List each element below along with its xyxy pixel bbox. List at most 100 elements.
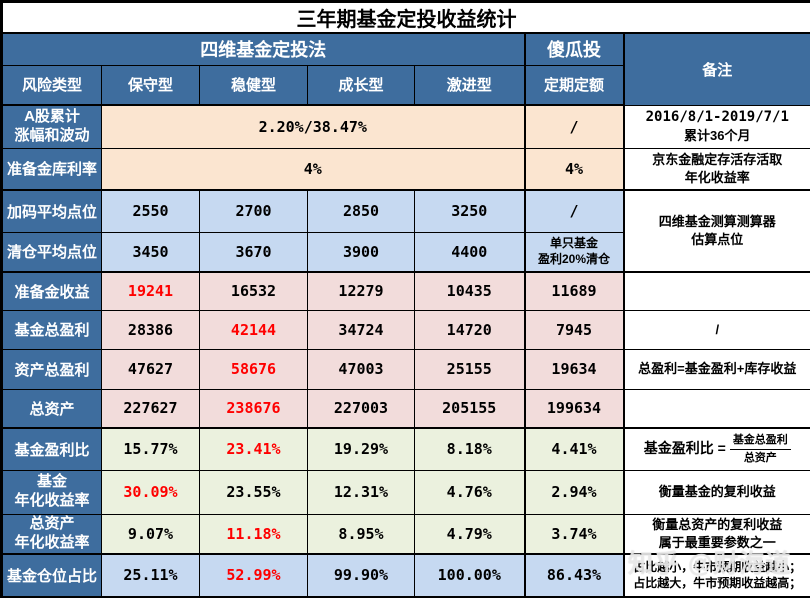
remark-cell: 衡量基金的复利收益 <box>622 469 810 515</box>
table-row-reserve-income: 准备金收益 19241 16532 12279 10435 11689 <box>1 271 810 311</box>
data-cell: 42144 <box>199 309 308 350</box>
data-cell: 4.76% <box>414 469 525 515</box>
data-cell: 3.74% <box>523 513 624 555</box>
remark-cell: / <box>622 309 810 350</box>
data-cell: 10435 <box>414 271 525 311</box>
row-label-clear-point: 清仓平均点位 <box>1 231 102 273</box>
data-cell: 47627 <box>101 348 200 390</box>
data-cell: 4% <box>523 147 624 191</box>
remark-cell: 衡量总资产的复利收益 属于最重要参数之一 <box>622 513 810 555</box>
table-row-clear-point: 清仓平均点位 3450 3670 3900 4400 单只基金 盈利20%清仓 <box>1 231 810 273</box>
header-steady: 稳健型 <box>199 64 308 106</box>
data-cell: 100.00% <box>414 553 525 598</box>
data-cell: 9.07% <box>101 513 200 555</box>
data-cell: 3450 <box>101 231 200 273</box>
table-row-position-ratio: 基金仓位占比 25.11% 52.99% 99.90% 100.00% 86.4… <box>1 553 810 598</box>
header-remark: 备注 <box>622 32 810 106</box>
table-row-fund-profit: 基金总盈利 28386 42144 34724 14720 7945 / <box>1 309 810 350</box>
fraction: 基金总盈利 总资产 <box>729 433 791 466</box>
data-cell: 11.18% <box>199 513 308 555</box>
header-method-group: 四维基金定投法 <box>1 32 525 66</box>
data-cell: 8.18% <box>414 427 525 471</box>
data-cell: 58676 <box>199 348 308 390</box>
data-cell: 11689 <box>523 271 624 311</box>
row-label-fund-profit: 基金总盈利 <box>1 309 102 350</box>
header-group-row: 四维基金定投法 傻瓜投 备注 <box>1 32 810 106</box>
data-cell: 7945 <box>523 309 624 350</box>
data-cell: 2550 <box>101 189 200 233</box>
data-cell: 4400 <box>414 231 525 273</box>
data-cell: 238676 <box>199 388 308 429</box>
data-cell: 2.20%/38.47% <box>101 104 525 149</box>
title-row: 三年期基金定投收益统计 <box>0 1 810 34</box>
row-label-asset-profit: 资产总盈利 <box>1 348 102 390</box>
data-cell: 19.29% <box>307 427 415 471</box>
data-cell: 12.31% <box>307 469 415 515</box>
row-label-reserve-income: 准备金收益 <box>1 271 102 311</box>
header-columns-row: 风险类型 保守型 稳健型 成长型 激进型 定期定额 <box>1 64 810 106</box>
row-label-add-point: 加码平均点位 <box>1 189 102 233</box>
header-fool-group: 傻瓜投 <box>523 32 624 66</box>
data-cell: 12279 <box>307 271 415 311</box>
data-cell: 23.55% <box>199 469 308 515</box>
data-cell: 14720 <box>414 309 525 350</box>
data-cell: 23.41% <box>199 427 308 471</box>
data-cell: 单只基金 盈利20%清仓 <box>523 231 624 273</box>
data-cell: 19241 <box>101 271 200 311</box>
data-cell: 199634 <box>523 388 624 429</box>
data-cell: 227627 <box>101 388 200 429</box>
remark-cell: 占比越小，牛市预期收益越小； 占比越大，牛市预期收益越高； <box>622 553 810 598</box>
data-cell: 4.41% <box>523 427 624 471</box>
table-row-a-share: A股累计 涨幅和波动 2.20%/38.47% / 2016/8/1-2019/… <box>1 104 810 149</box>
row-label-asset-annual: 总资产 年化收益率 <box>1 513 102 555</box>
data-cell: 16532 <box>199 271 308 311</box>
data-cell: 2850 <box>307 189 415 233</box>
data-cell: 25.11% <box>101 553 200 598</box>
data-cell: 99.90% <box>307 553 415 598</box>
row-label-profit-ratio: 基金盈利比 <box>1 427 102 471</box>
data-cell: 3900 <box>307 231 415 273</box>
row-label-fund-annual: 基金 年化收益率 <box>1 469 102 515</box>
header-growth: 成长型 <box>307 64 415 106</box>
data-cell: 47003 <box>307 348 415 390</box>
data-cell: 8.95% <box>307 513 415 555</box>
table-row-fund-annual: 基金 年化收益率 30.09% 23.55% 12.31% 4.76% 2.94… <box>1 469 810 515</box>
data-cell: 227003 <box>307 388 415 429</box>
header-aggressive: 激进型 <box>414 64 525 106</box>
remark-cell: 2016/8/1-2019/7/1 累计36个月 <box>622 104 810 149</box>
data-cell: 30.09% <box>101 469 200 515</box>
header-risk-type: 风险类型 <box>1 64 102 106</box>
row-label-reserve-rate: 准备金库利率 <box>1 147 102 191</box>
data-cell: 52.99% <box>199 553 308 598</box>
data-cell: 205155 <box>414 388 525 429</box>
data-cell: 28386 <box>101 309 200 350</box>
table-row-total-asset: 总资产 227627 238676 227003 205155 199634 <box>1 388 810 429</box>
header-conservative: 保守型 <box>101 64 200 106</box>
remark-cell: 京东金融定存活存活取 年化收益率 <box>622 147 810 191</box>
data-cell: 25155 <box>414 348 525 390</box>
data-cell: 2.94% <box>523 469 624 515</box>
data-cell: 4.79% <box>414 513 525 555</box>
data-cell: 3250 <box>414 189 525 233</box>
remark-cell: 四维基金测算测算器 估算点位 <box>622 189 810 273</box>
row-label-position-ratio: 基金仓位占比 <box>1 553 102 598</box>
remark-cell <box>622 388 810 429</box>
table-row-add-point: 加码平均点位 2550 2700 2850 3250 / 四维基金测算测算器 估… <box>1 189 810 273</box>
remark-formula-cell: 基金盈利比 = 基金总盈利 总资产 <box>622 427 810 471</box>
data-cell: 86.43% <box>523 553 624 598</box>
row-label-a-share: A股累计 涨幅和波动 <box>1 104 102 149</box>
table-row-reserve-rate: 准备金库利率 4% 4% 京东金融定存活存活取 年化收益率 <box>1 147 810 191</box>
data-cell: 15.77% <box>101 427 200 471</box>
table-row-asset-annual: 总资产 年化收益率 9.07% 11.18% 8.95% 4.79% 3.74%… <box>1 513 810 555</box>
data-cell: 34724 <box>307 309 415 350</box>
data-cell: 19634 <box>523 348 624 390</box>
page-title: 三年期基金定投收益统计 <box>0 1 810 34</box>
row-label-total-asset: 总资产 <box>1 388 102 429</box>
data-cell: / <box>523 104 624 149</box>
table-row-profit-ratio: 基金盈利比 15.77% 23.41% 19.29% 8.18% 4.41% 基… <box>1 427 810 471</box>
header-fixed-amount: 定期定额 <box>523 64 624 106</box>
remark-cell <box>622 271 810 311</box>
table-row-asset-profit: 资产总盈利 47627 58676 47003 25155 19634 总盈利=… <box>1 348 810 390</box>
